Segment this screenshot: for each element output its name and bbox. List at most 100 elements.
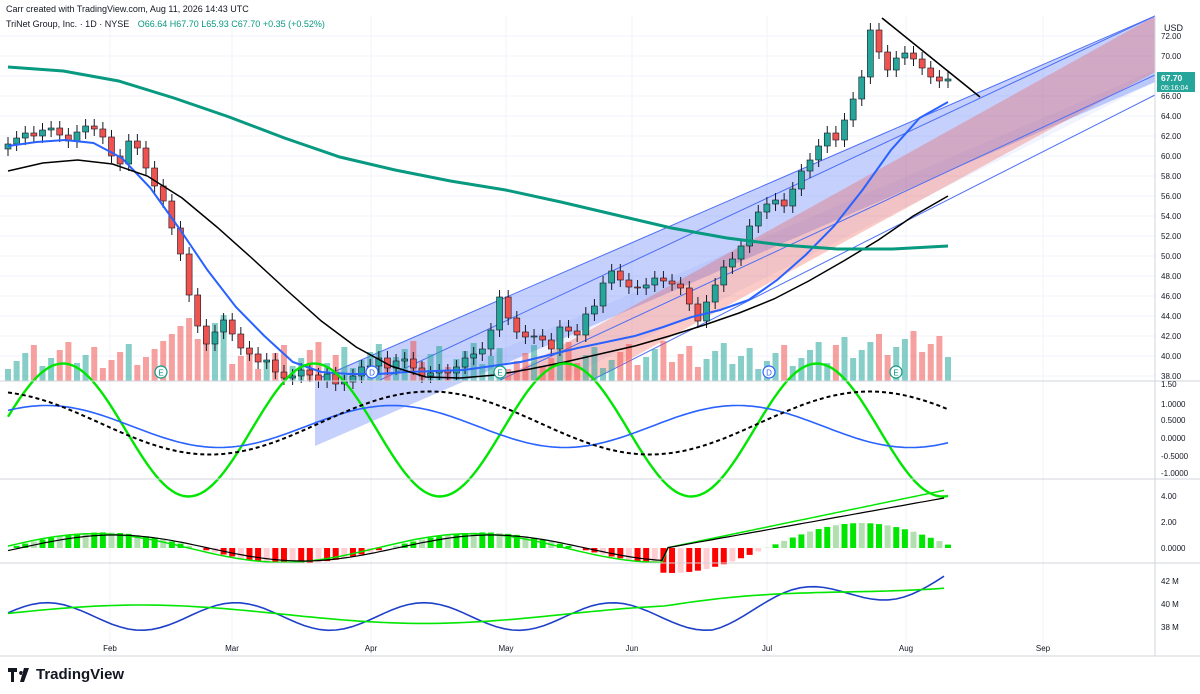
macd-hist-71 (617, 548, 624, 559)
candle-body-91 (789, 188, 797, 207)
symbol-title[interactable]: TriNet Group, Inc. · 1D · NYSE (6, 19, 130, 29)
time-label-2: Apr (365, 644, 378, 653)
event-label-4: E (893, 369, 898, 378)
volume-bar-50 (436, 346, 443, 381)
volume-bar-103 (893, 347, 900, 381)
volume-bar-0 (5, 369, 11, 381)
currency-label: USD (1164, 23, 1184, 33)
volume-bar-17 (151, 349, 158, 381)
time-label-7: Sep (1036, 644, 1051, 653)
tradingview-logo[interactable]: TradingView (8, 666, 124, 683)
osc-green-line (6, 362, 949, 498)
macd-hist-1 (13, 545, 20, 548)
volume-bar-25 (220, 315, 227, 381)
candle-body-61 (530, 335, 538, 338)
volume-bar-19 (168, 334, 175, 381)
volume-bar-55 (479, 364, 486, 381)
price-tick-6: 60.00 (1161, 152, 1182, 161)
macd-hist-75 (651, 548, 658, 563)
event-marker-0 (154, 365, 168, 379)
candle-body-6 (56, 127, 64, 136)
candle-body-64 (556, 326, 564, 350)
macd-hist-55 (479, 532, 486, 548)
candle-body-82 (711, 284, 719, 303)
volume-bar-6 (56, 350, 63, 381)
candle-body-58 (504, 296, 512, 319)
candle-body-49 (427, 372, 434, 377)
volume-bar-14 (125, 344, 132, 381)
candle-body-81 (703, 301, 710, 322)
candle-body-53 (461, 357, 469, 368)
candle-body-3 (30, 132, 38, 137)
candle-body-100 (867, 29, 874, 78)
macd-hist-84 (729, 548, 736, 562)
volume-bar-4 (39, 366, 46, 381)
macd-green-line (7, 489, 945, 564)
volume-bar-66 (574, 363, 581, 381)
candle-body-12 (108, 136, 115, 157)
macd-hist-16 (142, 536, 149, 548)
axes: USD72.0070.0068.0066.0064.0062.0060.0058… (0, 16, 1200, 657)
volume-bar-1 (13, 361, 20, 381)
macd-hist-81 (703, 548, 710, 569)
candle-body-96 (832, 132, 840, 141)
volume-bar-85 (738, 356, 745, 381)
volume-bar-21 (186, 318, 193, 381)
candle-body-5 (47, 127, 55, 131)
brand-name: TradingView (36, 666, 125, 683)
macd-hist-85 (738, 548, 745, 559)
candle-body-105 (910, 52, 917, 60)
candle-body-4 (39, 129, 46, 137)
macd-hist-105 (910, 531, 917, 548)
candle-body-31 (272, 359, 279, 373)
time-label-5: Jul (762, 644, 772, 653)
candle-body-60 (522, 331, 529, 338)
macd-hist-15 (134, 534, 141, 548)
macd-hist-64 (556, 543, 563, 548)
volume-bar-2 (22, 353, 29, 381)
candle-body-98 (849, 98, 857, 121)
macd-hist-80 (694, 548, 701, 571)
macd-hist-14 (125, 533, 132, 548)
candle-body-56 (487, 329, 495, 350)
macd-hist-79 (686, 548, 693, 572)
volume-bar-89 (772, 353, 779, 381)
candle-body-20 (177, 227, 184, 255)
macd-hist-24 (211, 548, 218, 553)
osc-blue-line (7, 404, 949, 449)
chart-credit: Carr created with TradingView.com, Aug 1… (6, 4, 249, 14)
candle-body-87 (754, 211, 762, 227)
grid-lines (0, 16, 1155, 656)
macd-hist-31 (272, 548, 279, 563)
candle-body-21 (185, 253, 193, 296)
candle-body-17 (151, 167, 158, 187)
macd-hist-56 (487, 532, 494, 548)
candle-body-99 (858, 76, 866, 100)
volume-bar-23 (203, 331, 210, 381)
candle-body-83 (720, 266, 728, 286)
macd-hist-5 (48, 537, 55, 548)
candle-body-109 (944, 78, 952, 82)
osc-tick-4: -0.5000 (1161, 452, 1189, 461)
macd-hist-109 (945, 544, 951, 548)
price-tick-11: 50.00 (1161, 252, 1182, 261)
volume-bar-109 (945, 357, 951, 381)
event-label-1: D (369, 369, 375, 378)
volume-bar-71 (617, 352, 624, 381)
candle-body-11 (99, 128, 107, 138)
macd-hist-73 (634, 548, 641, 562)
candle-body-94 (815, 145, 822, 161)
candle-body-59 (513, 317, 521, 333)
price-tick-10: 52.00 (1161, 232, 1182, 241)
price-tick-5: 62.00 (1161, 132, 1182, 141)
macd-hist-2 (22, 543, 29, 548)
volume-bar-61 (531, 345, 538, 381)
macd-hist-67 (582, 548, 589, 551)
macd-hist-27 (237, 548, 244, 559)
volume-bar-75 (651, 349, 658, 381)
macd-hist-77 (669, 548, 676, 573)
macd-hist-74 (643, 548, 650, 563)
macd-hist-86 (746, 548, 753, 555)
osc-tick-1: 1.0000 (1161, 400, 1186, 409)
